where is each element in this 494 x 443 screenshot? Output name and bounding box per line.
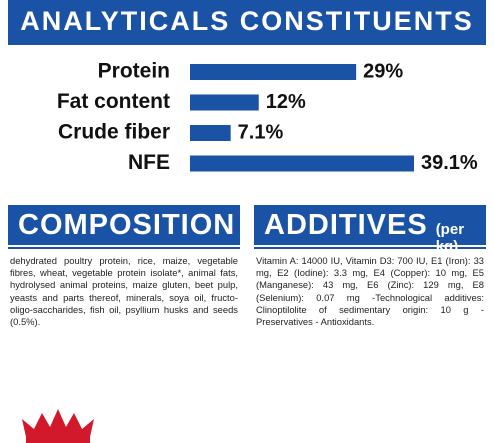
additives-header: ADDITIVES (per kg) bbox=[254, 205, 486, 255]
bar bbox=[190, 125, 231, 141]
category-label: Protein bbox=[98, 60, 170, 83]
category-label: NFE bbox=[128, 151, 170, 174]
bar bbox=[190, 94, 259, 111]
composition-header: COMPOSITION bbox=[8, 205, 240, 245]
bar bbox=[190, 64, 357, 80]
composition-text: dehydrated poultry protein, rice, maize,… bbox=[8, 247, 240, 328]
value-label: 29% bbox=[363, 60, 403, 82]
brand-logo bbox=[22, 409, 94, 443]
category-label: Crude fiber bbox=[58, 121, 170, 144]
additives-subtitle: (per kg) bbox=[435, 221, 465, 255]
title-band bbox=[8, 0, 486, 45]
additives-title: ADDITIVES bbox=[264, 209, 428, 241]
chart-title: ANALYTICALS CONSTITUENTS bbox=[20, 6, 474, 36]
bar bbox=[190, 155, 414, 172]
composition-title: COMPOSITION bbox=[18, 209, 236, 241]
additives-section: ADDITIVES (per kg) Vitamin A: 14000 IU, … bbox=[254, 205, 486, 328]
composition-section: COMPOSITION dehydrated poultry protein, … bbox=[8, 205, 240, 328]
value-label: 7.1% bbox=[238, 121, 284, 143]
value-label: 12% bbox=[266, 91, 306, 113]
chart: ANALYTICALS CONSTITUENTS Protein 29% Fat c… bbox=[8, 0, 486, 174]
category-label: Fat content bbox=[57, 90, 170, 113]
additives-text: Vitamin A: 14000 IU, Vitamin D3: 700 IU,… bbox=[254, 247, 486, 328]
value-label: 39.1% bbox=[421, 152, 478, 174]
